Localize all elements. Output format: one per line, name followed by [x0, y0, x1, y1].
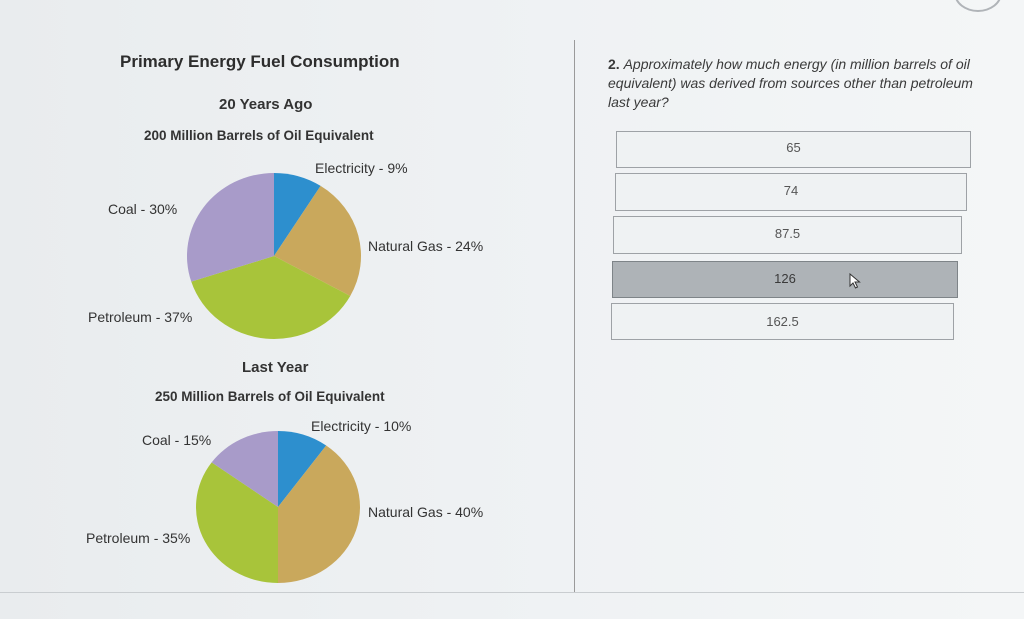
- answer-option-5[interactable]: 162.5: [611, 303, 954, 340]
- pie-slice-natural-gas: [274, 185, 361, 296]
- pie-slice-coal: [211, 431, 278, 507]
- question-text: 2. Approximately how much energy (in mil…: [608, 55, 988, 112]
- answer-option-1[interactable]: 65: [616, 131, 971, 168]
- chart-1-subtitle: 200 Million Barrels of Oil Equivalent: [144, 128, 374, 143]
- chart-2-title: Last Year: [242, 359, 309, 376]
- chart-2-label-electricity: Electricity - 10%: [311, 418, 412, 434]
- chart-1-label-coal: Coal - 30%: [108, 201, 178, 217]
- chart-1-label-electricity: Electricity - 9%: [315, 160, 408, 176]
- chart-2-label-petroleum: Petroleum - 35%: [86, 530, 191, 546]
- chart-1-label-petroleum: Petroleum - 37%: [88, 309, 193, 325]
- pie-slice-electricity: [278, 431, 327, 507]
- chart-2-label-natural-gas: Natural Gas - 40%: [368, 504, 484, 520]
- charts-panel: Primary Energy Fuel Consumption 20 Years…: [86, 52, 484, 583]
- bottom-border: [0, 592, 1024, 593]
- answer-option-2[interactable]: 74: [615, 173, 967, 211]
- answer-option-4[interactable]: 126: [612, 261, 958, 298]
- pie-slice-coal: [187, 173, 274, 282]
- arrow-cursor-icon: [849, 273, 861, 289]
- question-number: 2.: [608, 56, 620, 72]
- pie-slice-petroleum: [196, 462, 278, 583]
- corner-button[interactable]: [954, 0, 1002, 12]
- chart-1-label-natural-gas: Natural Gas - 24%: [368, 238, 484, 254]
- answer-option-3[interactable]: 87.5: [613, 216, 962, 254]
- pie-slice-petroleum: [191, 256, 351, 339]
- main-title: Primary Energy Fuel Consumption: [120, 52, 400, 71]
- chart-2-label-coal: Coal - 15%: [142, 432, 212, 448]
- pie-chart-20-years-ago: [187, 173, 361, 339]
- chart-2-subtitle: 250 Million Barrels of Oil Equivalent: [155, 389, 385, 404]
- chart-1-title: 20 Years Ago: [219, 96, 313, 113]
- pie-slice-electricity: [274, 173, 321, 256]
- pie-slice-natural-gas: [278, 445, 360, 583]
- pie-chart-last-year: [196, 431, 360, 583]
- question-body: Approximately how much energy (in millio…: [608, 56, 973, 110]
- panel-divider: [574, 40, 575, 592]
